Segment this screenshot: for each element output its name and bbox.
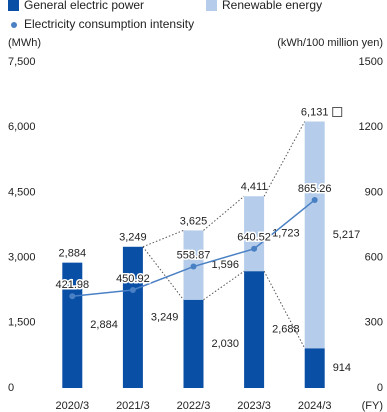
x-axis-title: (FY)	[362, 400, 383, 412]
y2-tick-label: 1500	[359, 56, 383, 68]
line-point	[251, 245, 258, 252]
check-icon	[332, 107, 343, 118]
line-point	[190, 263, 197, 270]
bar-segment	[304, 348, 325, 388]
x-tick-label: 2021/3	[116, 400, 150, 412]
point-label: 865.26	[298, 183, 332, 195]
legend-label: Renewable energy	[222, 0, 322, 12]
y2-tick-label: 0	[377, 382, 383, 394]
point-label: 558.87	[177, 249, 211, 261]
line-point	[69, 293, 76, 300]
y2-axis-title: (kWh/100 million yen)	[277, 37, 383, 49]
total-label: 2,884	[59, 248, 87, 260]
legend-swatch	[206, 0, 217, 11]
y2-tick-label: 900	[365, 186, 383, 198]
y-tick-label: 1,500	[8, 317, 36, 329]
total-label: 3,625	[180, 215, 208, 227]
y-tick-label: 3,000	[8, 252, 36, 264]
connector	[263, 270, 306, 349]
legend-label: Electricity consumption intensity	[24, 17, 194, 31]
total-label: 4,411	[241, 181, 268, 193]
total-label: 6,131	[301, 106, 329, 118]
line-point	[129, 287, 136, 294]
data-label: 2,884	[90, 319, 118, 331]
connector	[142, 229, 184, 248]
connector	[203, 270, 245, 301]
point-label: 450.92	[116, 273, 150, 285]
y-tick-label: 6,000	[8, 121, 36, 133]
y-tick-label: 0	[8, 382, 14, 394]
x-tick-label: 2024/3	[298, 400, 332, 412]
bar-segment	[304, 121, 325, 349]
bar-segment	[183, 299, 204, 388]
legend-swatch	[8, 0, 19, 11]
bar-segment	[62, 262, 83, 388]
data-label: 2,688	[272, 323, 300, 335]
legend-marker	[11, 22, 17, 28]
data-label: 1,723	[272, 228, 300, 240]
y2-tick-label: 1200	[359, 121, 383, 133]
point-label: 421.98	[55, 279, 89, 291]
x-tick-label: 2020/3	[55, 400, 89, 412]
bar-segment	[244, 196, 265, 272]
y-tick-label: 4,500	[8, 186, 36, 198]
connector	[263, 121, 306, 197]
total-label: 3,249	[119, 232, 147, 244]
bar-segment	[122, 246, 143, 388]
x-tick-label: 2023/3	[237, 400, 271, 412]
connector	[203, 195, 245, 231]
y-axis-title: (MWh)	[8, 37, 41, 49]
y2-tick-label: 600	[365, 252, 383, 264]
y2-tick-label: 300	[365, 317, 383, 329]
line-point	[311, 196, 318, 203]
y-tick-label: 7,500	[8, 56, 36, 68]
x-tick-label: 2022/3	[177, 400, 211, 412]
point-label: 640.52	[237, 232, 271, 244]
data-label: 1,596	[212, 259, 240, 271]
legend-label: General electric power	[24, 0, 144, 12]
data-label: 3,249	[151, 311, 179, 323]
data-label: 914	[333, 362, 351, 374]
bar-segment	[244, 271, 265, 388]
data-label: 2,030	[212, 338, 240, 350]
data-label: 5,217	[333, 229, 361, 241]
connector	[142, 246, 184, 301]
